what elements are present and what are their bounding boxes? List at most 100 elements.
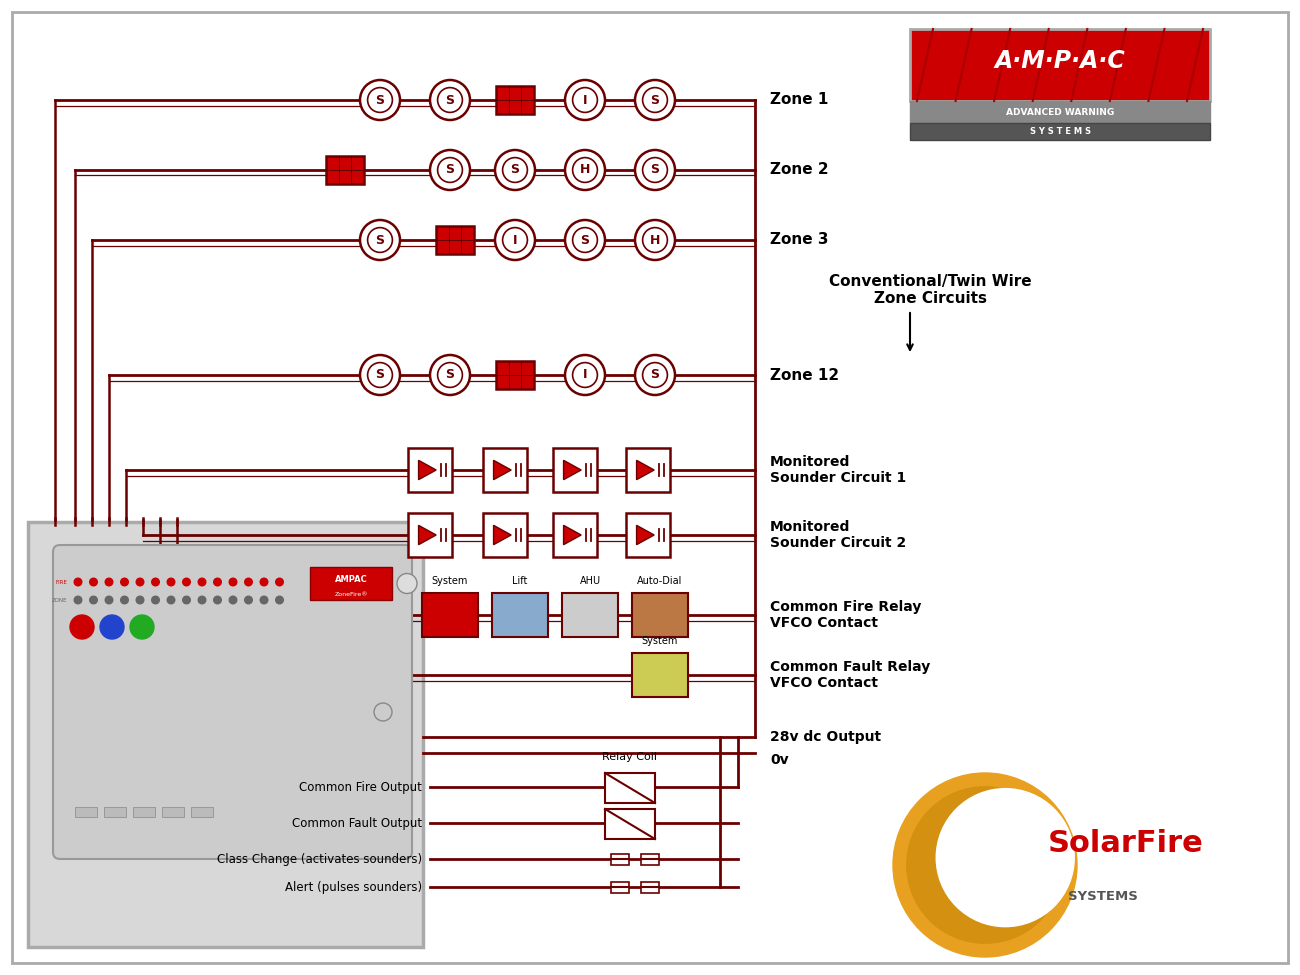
Circle shape bbox=[430, 80, 471, 120]
Text: Alert (pulses sounders): Alert (pulses sounders) bbox=[285, 880, 422, 893]
Text: S: S bbox=[446, 94, 455, 106]
Polygon shape bbox=[419, 526, 437, 545]
Text: A·M·P·A·C: A·M·P·A·C bbox=[994, 50, 1126, 73]
Circle shape bbox=[136, 578, 144, 586]
Bar bbox=[497, 87, 534, 114]
Bar bbox=[491, 593, 549, 638]
Text: SolarFire: SolarFire bbox=[1048, 829, 1204, 857]
Text: 0v: 0v bbox=[770, 753, 789, 767]
Text: S: S bbox=[650, 369, 659, 381]
Polygon shape bbox=[494, 460, 511, 480]
Circle shape bbox=[572, 158, 598, 182]
Circle shape bbox=[634, 220, 675, 260]
Text: AHU: AHU bbox=[580, 575, 601, 586]
Circle shape bbox=[152, 596, 160, 604]
Bar bbox=[562, 593, 618, 638]
Text: Common Fire Relay
VFCO Contact: Common Fire Relay VFCO Contact bbox=[770, 600, 922, 630]
Text: System: System bbox=[642, 636, 679, 645]
Circle shape bbox=[438, 158, 463, 182]
Circle shape bbox=[368, 88, 393, 112]
Text: ADVANCED WARNING: ADVANCED WARNING bbox=[1006, 107, 1114, 116]
Text: Common Fire Output: Common Fire Output bbox=[299, 781, 422, 794]
Bar bbox=[436, 226, 474, 254]
Circle shape bbox=[74, 596, 82, 604]
Polygon shape bbox=[419, 460, 437, 480]
Bar bbox=[632, 593, 688, 638]
Text: Auto-Dial: Auto-Dial bbox=[637, 575, 682, 586]
Polygon shape bbox=[637, 526, 654, 545]
Bar bbox=[611, 881, 629, 892]
Text: I: I bbox=[582, 369, 588, 381]
Circle shape bbox=[495, 220, 536, 260]
Circle shape bbox=[229, 578, 237, 586]
Circle shape bbox=[572, 227, 598, 253]
Bar bbox=[75, 807, 98, 817]
Text: 28v dc Output: 28v dc Output bbox=[770, 730, 881, 744]
Circle shape bbox=[430, 150, 471, 190]
Bar bbox=[133, 807, 155, 817]
Circle shape bbox=[572, 88, 598, 112]
Text: I: I bbox=[582, 94, 588, 106]
Circle shape bbox=[183, 596, 190, 604]
Circle shape bbox=[566, 355, 604, 395]
Text: Common Fault Output: Common Fault Output bbox=[292, 816, 422, 830]
Text: Class Change (activates sounders): Class Change (activates sounders) bbox=[217, 852, 422, 866]
Text: S: S bbox=[650, 164, 659, 176]
Circle shape bbox=[893, 773, 1076, 957]
Bar bbox=[611, 853, 629, 865]
Text: SYSTEMS: SYSTEMS bbox=[1067, 890, 1138, 904]
Text: Lift: Lift bbox=[512, 575, 528, 586]
Text: System: System bbox=[432, 575, 468, 586]
Circle shape bbox=[276, 596, 283, 604]
Text: ZONE: ZONE bbox=[52, 598, 68, 603]
Circle shape bbox=[183, 578, 190, 586]
Text: Monitored
Sounder Circuit 1: Monitored Sounder Circuit 1 bbox=[770, 455, 906, 486]
Circle shape bbox=[396, 573, 417, 594]
Circle shape bbox=[907, 787, 1063, 943]
Circle shape bbox=[642, 88, 667, 112]
Text: FIRE: FIRE bbox=[55, 579, 68, 584]
Circle shape bbox=[566, 150, 604, 190]
Text: S: S bbox=[446, 164, 455, 176]
Circle shape bbox=[152, 578, 160, 586]
Bar bbox=[604, 773, 655, 803]
Circle shape bbox=[566, 80, 604, 120]
Text: H: H bbox=[580, 164, 590, 176]
Circle shape bbox=[105, 596, 113, 604]
Circle shape bbox=[276, 578, 283, 586]
Circle shape bbox=[168, 596, 174, 604]
Bar bbox=[408, 513, 452, 557]
Bar bbox=[910, 101, 1210, 123]
Circle shape bbox=[430, 355, 471, 395]
Text: Common Fault Relay
VFCO Contact: Common Fault Relay VFCO Contact bbox=[770, 660, 931, 690]
Polygon shape bbox=[564, 526, 581, 545]
Circle shape bbox=[503, 158, 528, 182]
Circle shape bbox=[438, 363, 463, 387]
Circle shape bbox=[121, 596, 129, 604]
Bar bbox=[627, 448, 670, 492]
Circle shape bbox=[168, 578, 174, 586]
Text: Conventional/Twin Wire
Zone Circuits: Conventional/Twin Wire Zone Circuits bbox=[828, 274, 1031, 306]
Text: S: S bbox=[376, 369, 385, 381]
Circle shape bbox=[438, 88, 463, 112]
Circle shape bbox=[360, 355, 400, 395]
Bar bbox=[309, 567, 393, 600]
Circle shape bbox=[244, 578, 252, 586]
Text: H: H bbox=[650, 233, 660, 247]
Circle shape bbox=[503, 227, 528, 253]
Bar bbox=[408, 448, 452, 492]
Circle shape bbox=[260, 596, 268, 604]
Circle shape bbox=[495, 150, 536, 190]
Circle shape bbox=[74, 578, 82, 586]
Circle shape bbox=[90, 596, 97, 604]
Bar bbox=[422, 593, 478, 638]
Text: S: S bbox=[511, 164, 520, 176]
Text: AMPAC: AMPAC bbox=[334, 575, 368, 584]
Circle shape bbox=[244, 596, 252, 604]
Text: Relay Coil: Relay Coil bbox=[602, 752, 658, 762]
Circle shape bbox=[936, 789, 1074, 926]
Polygon shape bbox=[494, 526, 511, 545]
Bar bbox=[191, 807, 213, 817]
Circle shape bbox=[198, 596, 205, 604]
Circle shape bbox=[634, 80, 675, 120]
